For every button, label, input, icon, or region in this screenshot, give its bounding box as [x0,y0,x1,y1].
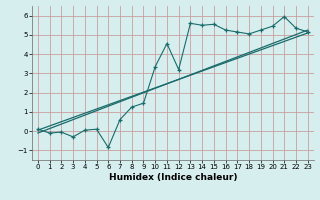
X-axis label: Humidex (Indice chaleur): Humidex (Indice chaleur) [108,173,237,182]
